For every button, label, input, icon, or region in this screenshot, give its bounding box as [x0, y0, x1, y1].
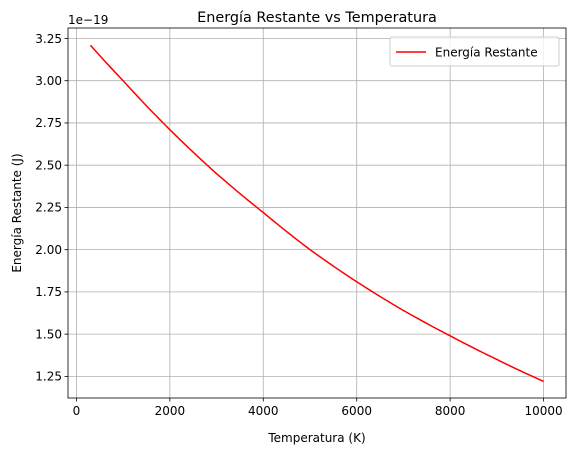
- x-tick-label: 2000: [155, 404, 186, 418]
- ticks: 0 2000 4000 6000 8000 10000 1.25 1.50 1.75 2.00 2.…: [35, 32, 562, 418]
- x-axis-label: Temperatura (K): [267, 431, 365, 445]
- y-tick-label: 2.00: [35, 243, 62, 257]
- x-tick-label: 4000: [248, 404, 279, 418]
- grid: [68, 28, 566, 398]
- x-tick-label: 6000: [341, 404, 372, 418]
- y-tick-label: 2.50: [35, 158, 62, 172]
- x-tick-label: 10000: [524, 404, 562, 418]
- y-tick-label: 3.00: [35, 74, 62, 88]
- legend: Energía Restante: [389, 36, 560, 67]
- x-tick-label: 0: [73, 404, 81, 418]
- y-tick-label: 3.25: [35, 32, 62, 46]
- y-offset-text: 1e−19: [68, 13, 108, 27]
- y-tick-label: 1.75: [35, 285, 62, 299]
- y-tick-label: 2.75: [35, 116, 62, 130]
- legend-box: [389, 36, 560, 67]
- y-tick-label: 2.25: [35, 201, 62, 215]
- x-tick-label: 8000: [435, 404, 466, 418]
- legend-entry-energia-restante: Energía Restante: [435, 46, 538, 60]
- y-axis-label: Energía Restante (J): [10, 153, 24, 272]
- y-tick-label: 1.50: [35, 327, 62, 341]
- series-layer: [89, 44, 544, 383]
- plot-frame: [67, 27, 567, 399]
- series-line-energia-restante: [89, 44, 544, 383]
- y-tick-label: 1.25: [35, 370, 62, 384]
- chart-title: Energía Restante vs Temperatura: [197, 10, 437, 26]
